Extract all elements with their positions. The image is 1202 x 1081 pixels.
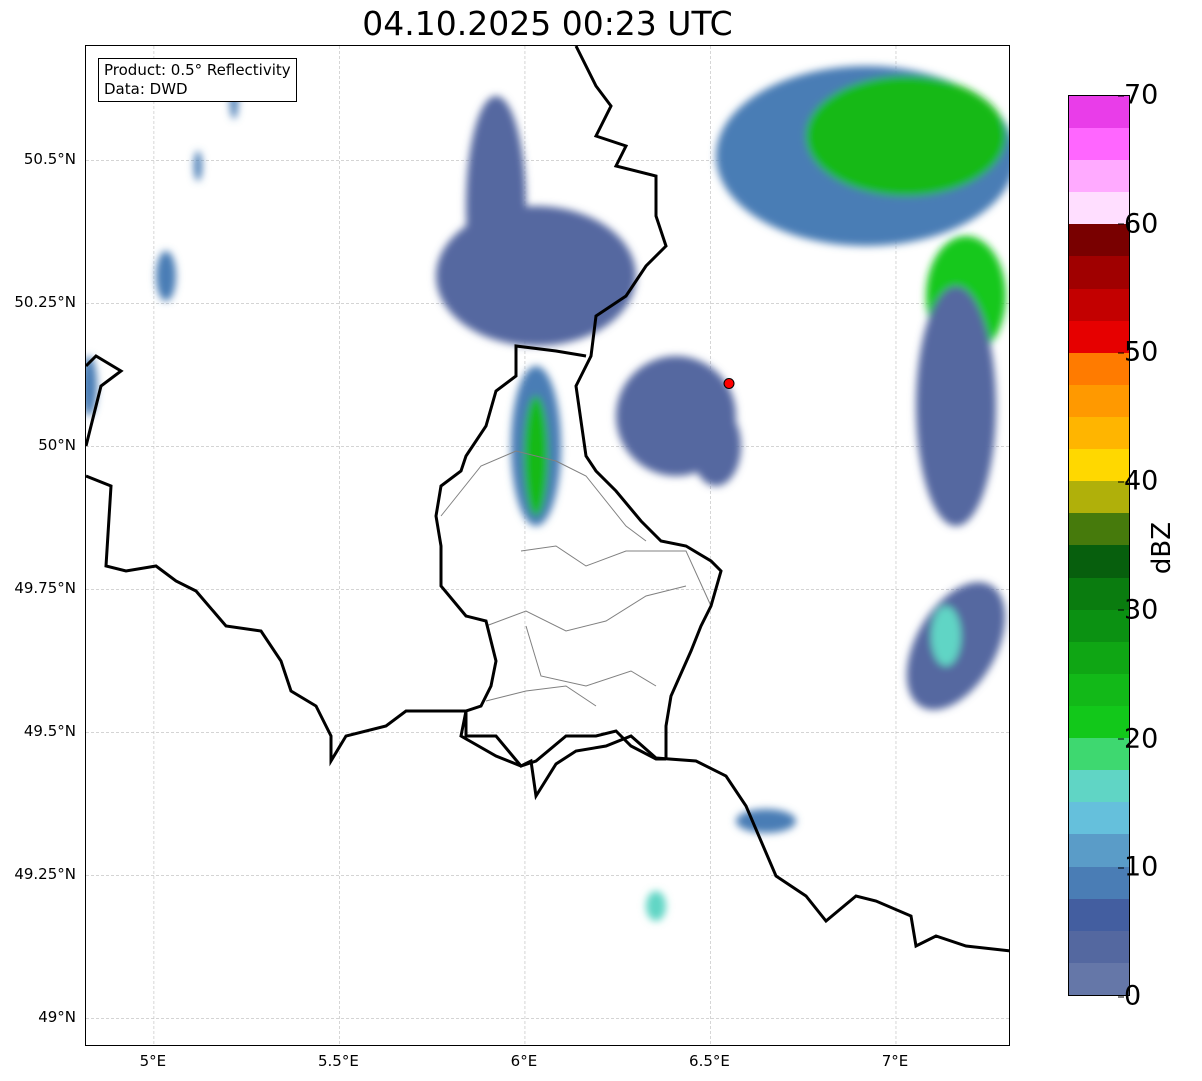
- y-tick-label: 49.75°N: [14, 579, 76, 598]
- radar-echoes: [86, 66, 1009, 921]
- colorbar-bin: [1069, 898, 1129, 931]
- colorbar-bin: [1069, 481, 1129, 514]
- colorbar-bin: [1069, 770, 1129, 803]
- x-tick-label: 5°E: [139, 1052, 167, 1070]
- colorbar-bin: [1069, 706, 1129, 739]
- y-tick-label: 50°N: [38, 436, 76, 455]
- colorbar-label: dBZ: [1147, 521, 1177, 575]
- colorbar-bin: [1069, 288, 1129, 321]
- colorbar-tick-label: 30: [1117, 594, 1159, 626]
- country-borders: [86, 46, 1009, 953]
- colorbar-bin: [1069, 545, 1129, 578]
- colorbar-bin: [1069, 962, 1129, 995]
- colorbar-bin: [1069, 128, 1129, 161]
- colorbar-bin: [1069, 192, 1129, 225]
- x-tick-label: 6.5°E: [689, 1052, 730, 1070]
- x-tick-label: 6°E: [510, 1052, 538, 1070]
- map-title: 04.10.2025 00:23 UTC: [362, 4, 733, 43]
- colorbar-bin: [1069, 673, 1129, 707]
- colorbar-bin: [1069, 352, 1129, 385]
- product-label: Product: 0.5° Reflectivity: [104, 61, 291, 79]
- colorbar-tick-label: 50: [1117, 336, 1159, 368]
- data-source-label: Data: DWD: [104, 80, 188, 98]
- radar-map[interactable]: Product: 0.5° Reflectivity Data: DWD: [85, 45, 1010, 1046]
- colorbar-tick-label: 0: [1117, 980, 1142, 1012]
- colorbar-bin: [1069, 160, 1129, 193]
- colorbar-bin: [1069, 224, 1129, 257]
- colorbar-bin: [1069, 384, 1129, 418]
- radar-site-marker[interactable]: [723, 377, 735, 389]
- district-borders: [440, 450, 712, 707]
- colorbar-bin: [1069, 641, 1129, 674]
- x-tick-label: 7°E: [881, 1052, 909, 1070]
- colorbar-bin: [1069, 417, 1129, 450]
- y-tick-label: 49.25°N: [14, 865, 76, 884]
- colorbar-tick-label: 70: [1117, 79, 1159, 111]
- colorbar: [1068, 95, 1130, 996]
- colorbar-tick-label: 20: [1117, 723, 1159, 755]
- colorbar-bin: [1069, 320, 1129, 353]
- colorbar-tick-label: 60: [1117, 208, 1159, 240]
- y-tick-label: 50.5°N: [23, 150, 76, 169]
- x-tick-label: 5.5°E: [317, 1052, 359, 1070]
- colorbar-tick-label: 40: [1117, 465, 1159, 497]
- info-box: Product: 0.5° Reflectivity Data: DWD: [98, 58, 297, 102]
- colorbar-bin: [1069, 95, 1129, 129]
- colorbar-bin: [1069, 256, 1129, 289]
- colorbar-bin: [1069, 513, 1129, 546]
- colorbar-tick-label: 10: [1117, 851, 1159, 883]
- y-tick-label: 49.5°N: [23, 722, 76, 741]
- colorbar-bin: [1069, 449, 1129, 482]
- colorbar-bin: [1069, 834, 1129, 867]
- colorbar-bin: [1069, 738, 1129, 771]
- y-tick-label: 50.25°N: [14, 293, 76, 312]
- colorbar-bin: [1069, 609, 1129, 642]
- colorbar-bin: [1069, 866, 1129, 899]
- colorbar-bin: [1069, 802, 1129, 835]
- colorbar-bin: [1069, 577, 1129, 610]
- y-tick-label: 49°N: [38, 1008, 76, 1027]
- colorbar-bin: [1069, 930, 1129, 963]
- map-canvas: [86, 46, 1009, 1045]
